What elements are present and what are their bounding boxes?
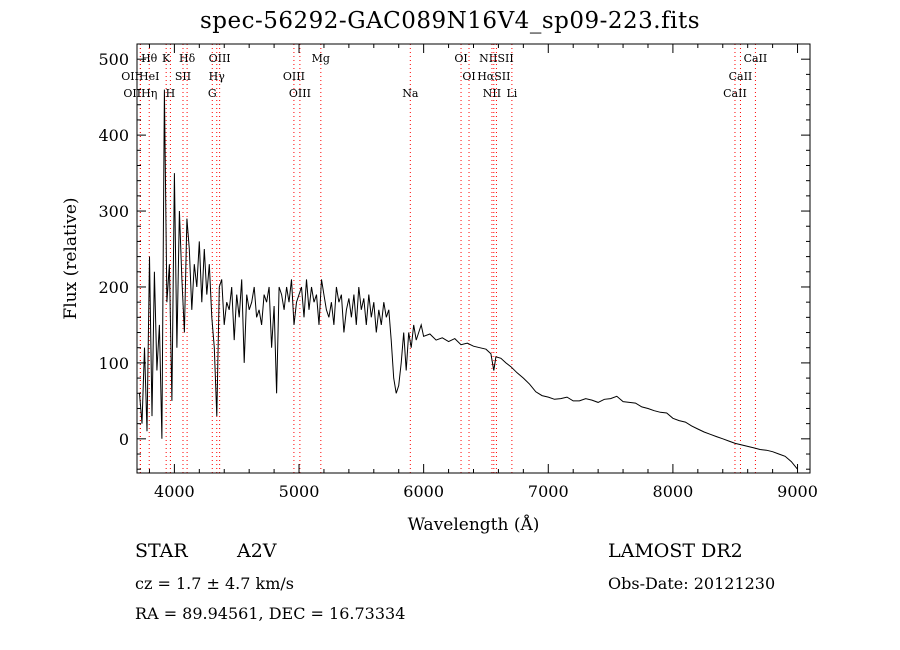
line-markers	[139, 44, 756, 473]
line-marker-label: Mg	[312, 52, 330, 65]
line-marker-label: SII	[175, 70, 191, 83]
line-marker-label: Li	[506, 87, 517, 100]
x-tick-label: 6000	[403, 482, 444, 501]
y-tick-label: 300	[98, 202, 129, 221]
line-marker-label: OIIHη	[123, 87, 157, 100]
obs-date: Obs-Date: 20121230	[608, 574, 776, 593]
spectrum-line	[139, 89, 798, 470]
axis-ticks	[137, 43, 810, 473]
line-marker-label: OI	[462, 70, 475, 83]
line-marker-label: OIIHeI	[121, 70, 159, 83]
y-tick-label: 400	[98, 126, 129, 145]
line-marker-label: Hθ	[141, 52, 158, 65]
line-marker-label: HαSII	[477, 70, 510, 83]
line-marker-label: OI	[454, 52, 467, 65]
line-marker-label: Hδ	[179, 52, 196, 65]
x-tick-label: 4000	[154, 482, 195, 501]
y-tick-label: 100	[98, 354, 129, 373]
subclass: A2V	[237, 540, 277, 562]
line-marker-label: OIII	[283, 70, 305, 83]
line-marker-label: Na	[402, 87, 419, 100]
redshift-cz: cz = 1.7 ± 4.7 km/s	[135, 574, 294, 593]
line-marker-label: K	[162, 52, 171, 65]
x-axis-label: Wavelength (Å)	[408, 514, 540, 535]
survey-name: LAMOST DR2	[608, 540, 743, 562]
x-tick-label: 8000	[653, 482, 694, 501]
y-axis-label: Flux (relative)	[61, 197, 81, 319]
y-tick-label: 0	[119, 430, 129, 449]
line-marker-label: NII	[483, 87, 501, 100]
line-marker-label: CaII	[723, 87, 747, 100]
line-marker-label: H	[166, 87, 176, 100]
line-marker-label: NIISII	[479, 52, 514, 65]
x-tick-label: 7000	[528, 482, 569, 501]
line-marker-labels: Hθ K Hδ OIII Mg OI NIISII CaII OIIHeI SII Hγ OIII OI…	[121, 52, 767, 100]
line-marker-label: Hγ	[209, 70, 226, 83]
line-marker-label: CaII	[744, 52, 768, 65]
line-marker-label: G	[208, 87, 217, 100]
object-class: STAR	[135, 540, 188, 562]
chart-title: spec-56292-GAC089N16V4_sp09-223.fits	[199, 8, 701, 34]
x-tick-label: 9000	[777, 482, 818, 501]
x-tick-label: 5000	[279, 482, 320, 501]
tick-labels: 4000 5000 6000 7000 8000 9000 0 100 200 300 400 500	[98, 50, 817, 501]
line-marker-label: OIII	[209, 52, 231, 65]
line-marker-label: OIII	[289, 87, 311, 100]
ra-dec: RA = 89.94561, DEC = 16.73334	[135, 604, 406, 623]
line-marker-label: CaII	[729, 70, 753, 83]
plot-frame	[136, 43, 811, 474]
y-tick-label: 500	[98, 50, 129, 69]
y-tick-label: 200	[98, 278, 129, 297]
